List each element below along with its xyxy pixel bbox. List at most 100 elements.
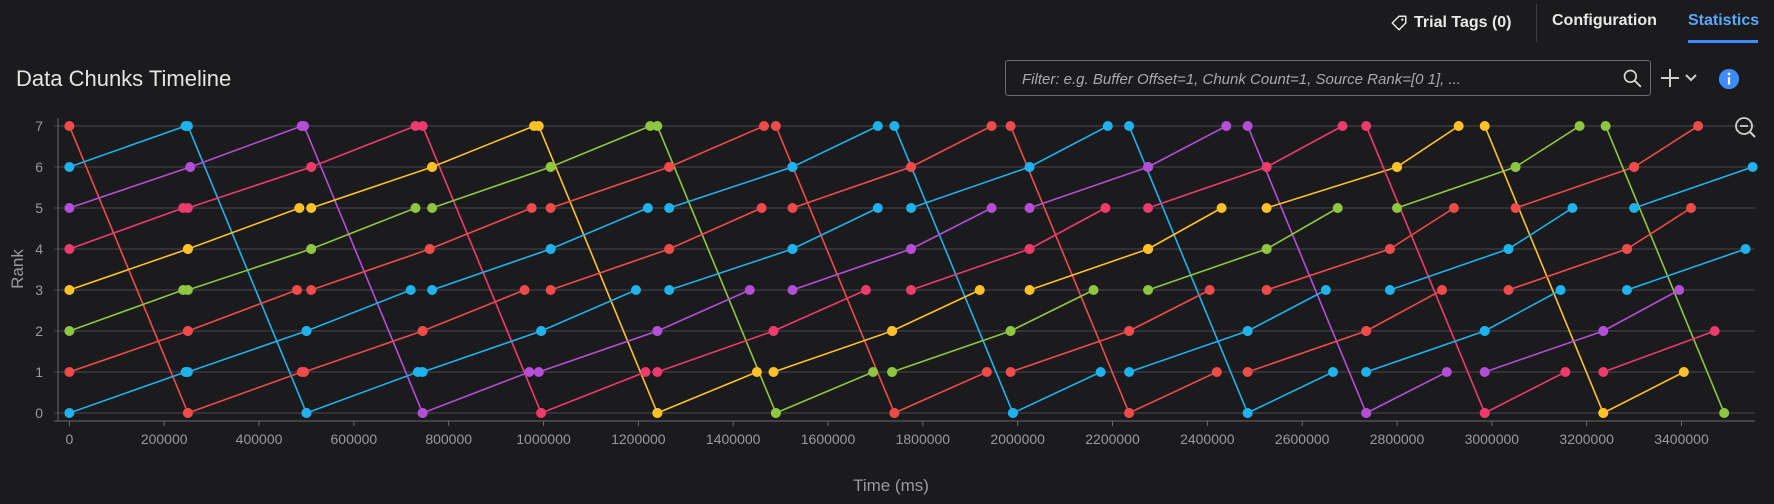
data-chunk-point[interactable] <box>182 203 193 213</box>
data-chunk-line[interactable] <box>1029 125 1109 168</box>
data-chunk-line[interactable] <box>1484 371 1566 414</box>
data-chunk-point[interactable] <box>1392 203 1403 213</box>
data-chunk-point[interactable] <box>889 408 900 418</box>
data-chunk-point[interactable] <box>1503 285 1514 295</box>
data-chunk-point[interactable] <box>640 367 651 377</box>
data-chunk-point[interactable] <box>664 203 675 213</box>
data-chunk-line[interactable] <box>69 330 189 373</box>
data-chunk-point[interactable] <box>64 121 75 131</box>
data-chunk-point[interactable] <box>536 326 547 336</box>
data-chunk-point[interactable] <box>642 203 653 213</box>
trial-tags-button[interactable]: Trial Tags (0) <box>1390 12 1512 34</box>
data-chunk-line[interactable] <box>540 289 637 332</box>
data-chunk-point[interactable] <box>1124 326 1135 336</box>
data-chunk-point[interactable] <box>301 408 312 418</box>
data-chunk-point[interactable] <box>410 121 421 131</box>
data-chunk-line[interactable] <box>1009 125 1130 414</box>
data-chunk-point[interactable] <box>1479 367 1490 377</box>
data-chunk-line[interactable] <box>775 125 896 414</box>
data-chunk-line[interactable] <box>1633 125 1699 168</box>
data-chunk-line[interactable] <box>1147 166 1267 209</box>
data-chunk-point[interactable] <box>1740 244 1751 254</box>
data-chunk-point[interactable] <box>872 121 883 131</box>
data-chunk-line[interactable] <box>1147 125 1227 168</box>
data-chunk-line[interactable] <box>1508 207 1573 250</box>
data-chunk-line[interactable] <box>1029 207 1106 250</box>
data-chunk-point[interactable] <box>294 203 305 213</box>
data-chunk-line[interactable] <box>657 371 758 414</box>
data-chunk-point[interactable] <box>1567 203 1578 213</box>
data-chunk-point[interactable] <box>768 326 779 336</box>
data-chunk-point[interactable] <box>787 244 798 254</box>
data-chunk-point[interactable] <box>1448 203 1459 213</box>
data-chunk-point[interactable] <box>1261 162 1272 172</box>
data-chunk-point[interactable] <box>524 367 535 377</box>
data-chunk-line[interactable] <box>1128 289 1211 332</box>
data-chunk-line[interactable] <box>1633 166 1753 209</box>
data-chunk-point[interactable] <box>1221 121 1232 131</box>
data-chunk-point[interactable] <box>1719 408 1730 418</box>
data-chunk-line[interactable] <box>187 289 298 332</box>
data-chunk-line[interactable] <box>187 166 312 209</box>
data-chunk-point[interactable] <box>756 203 767 213</box>
data-chunk-point[interactable] <box>974 285 985 295</box>
data-chunk-point[interactable] <box>1005 326 1016 336</box>
data-chunk-line[interactable] <box>894 371 988 414</box>
data-chunk-line[interactable] <box>1604 125 1725 414</box>
data-chunk-line[interactable] <box>893 125 1014 414</box>
data-chunk-point[interactable] <box>1361 367 1372 377</box>
data-chunk-line[interactable] <box>550 207 649 250</box>
data-chunk-point[interactable] <box>417 326 428 336</box>
info-icon[interactable] <box>1718 68 1740 90</box>
data-chunk-point[interactable] <box>526 203 537 213</box>
data-chunk-line[interactable] <box>910 125 992 168</box>
data-chunk-point[interactable] <box>1510 203 1521 213</box>
data-chunk-point[interactable] <box>1242 121 1253 131</box>
data-chunk-line[interactable] <box>1266 248 1391 291</box>
data-chunk-point[interactable] <box>1337 121 1348 131</box>
data-chunk-point[interactable] <box>887 326 898 336</box>
data-chunk-point[interactable] <box>424 244 435 254</box>
data-chunk-point[interactable] <box>306 162 317 172</box>
data-chunk-point[interactable] <box>889 121 900 131</box>
data-chunk-point[interactable] <box>64 203 75 213</box>
data-chunk-point[interactable] <box>1560 367 1571 377</box>
data-chunk-point[interactable] <box>182 121 193 131</box>
data-chunk-point[interactable] <box>1629 162 1640 172</box>
data-chunk-point[interactable] <box>986 121 997 131</box>
data-chunk-point[interactable] <box>1598 326 1609 336</box>
data-chunk-point[interactable] <box>1102 121 1113 131</box>
data-chunk-point[interactable] <box>1479 326 1490 336</box>
data-chunk-point[interactable] <box>1510 162 1521 172</box>
tab-statistics[interactable]: Statistics <box>1688 12 1760 29</box>
data-chunk-point[interactable] <box>787 203 798 213</box>
data-chunk-point[interactable] <box>887 367 898 377</box>
data-chunk-line[interactable] <box>1365 125 1486 414</box>
data-chunk-point[interactable] <box>652 367 663 377</box>
data-chunk-point[interactable] <box>405 285 416 295</box>
data-chunk-line[interactable] <box>1029 166 1149 209</box>
data-chunk-point[interactable] <box>299 121 310 131</box>
data-chunk-point[interactable] <box>1143 285 1154 295</box>
data-chunk-point[interactable] <box>645 121 656 131</box>
data-chunk-line[interactable] <box>69 125 186 168</box>
data-chunk-point[interactable] <box>1024 162 1035 172</box>
data-chunk-line[interactable] <box>69 166 191 209</box>
data-chunk-point[interactable] <box>64 367 75 377</box>
data-chunk-line[interactable] <box>550 125 651 168</box>
data-chunk-point[interactable] <box>1124 408 1135 418</box>
data-chunk-point[interactable] <box>664 162 675 172</box>
data-chunk-point[interactable] <box>545 244 556 254</box>
data-chunk-point[interactable] <box>533 121 544 131</box>
data-chunk-point[interactable] <box>906 203 916 213</box>
data-chunk-point[interactable] <box>306 244 317 254</box>
data-chunk-line[interactable] <box>1128 330 1248 373</box>
data-chunk-point[interactable] <box>1143 203 1154 213</box>
data-chunk-point[interactable] <box>1685 203 1696 213</box>
data-chunk-point[interactable] <box>906 285 916 295</box>
data-chunk-point[interactable] <box>1328 367 1338 377</box>
data-chunk-point[interactable] <box>545 162 556 172</box>
data-chunk-point[interactable] <box>744 285 755 295</box>
data-chunk-line[interactable] <box>1010 289 1094 332</box>
data-chunk-line[interactable] <box>303 125 424 414</box>
